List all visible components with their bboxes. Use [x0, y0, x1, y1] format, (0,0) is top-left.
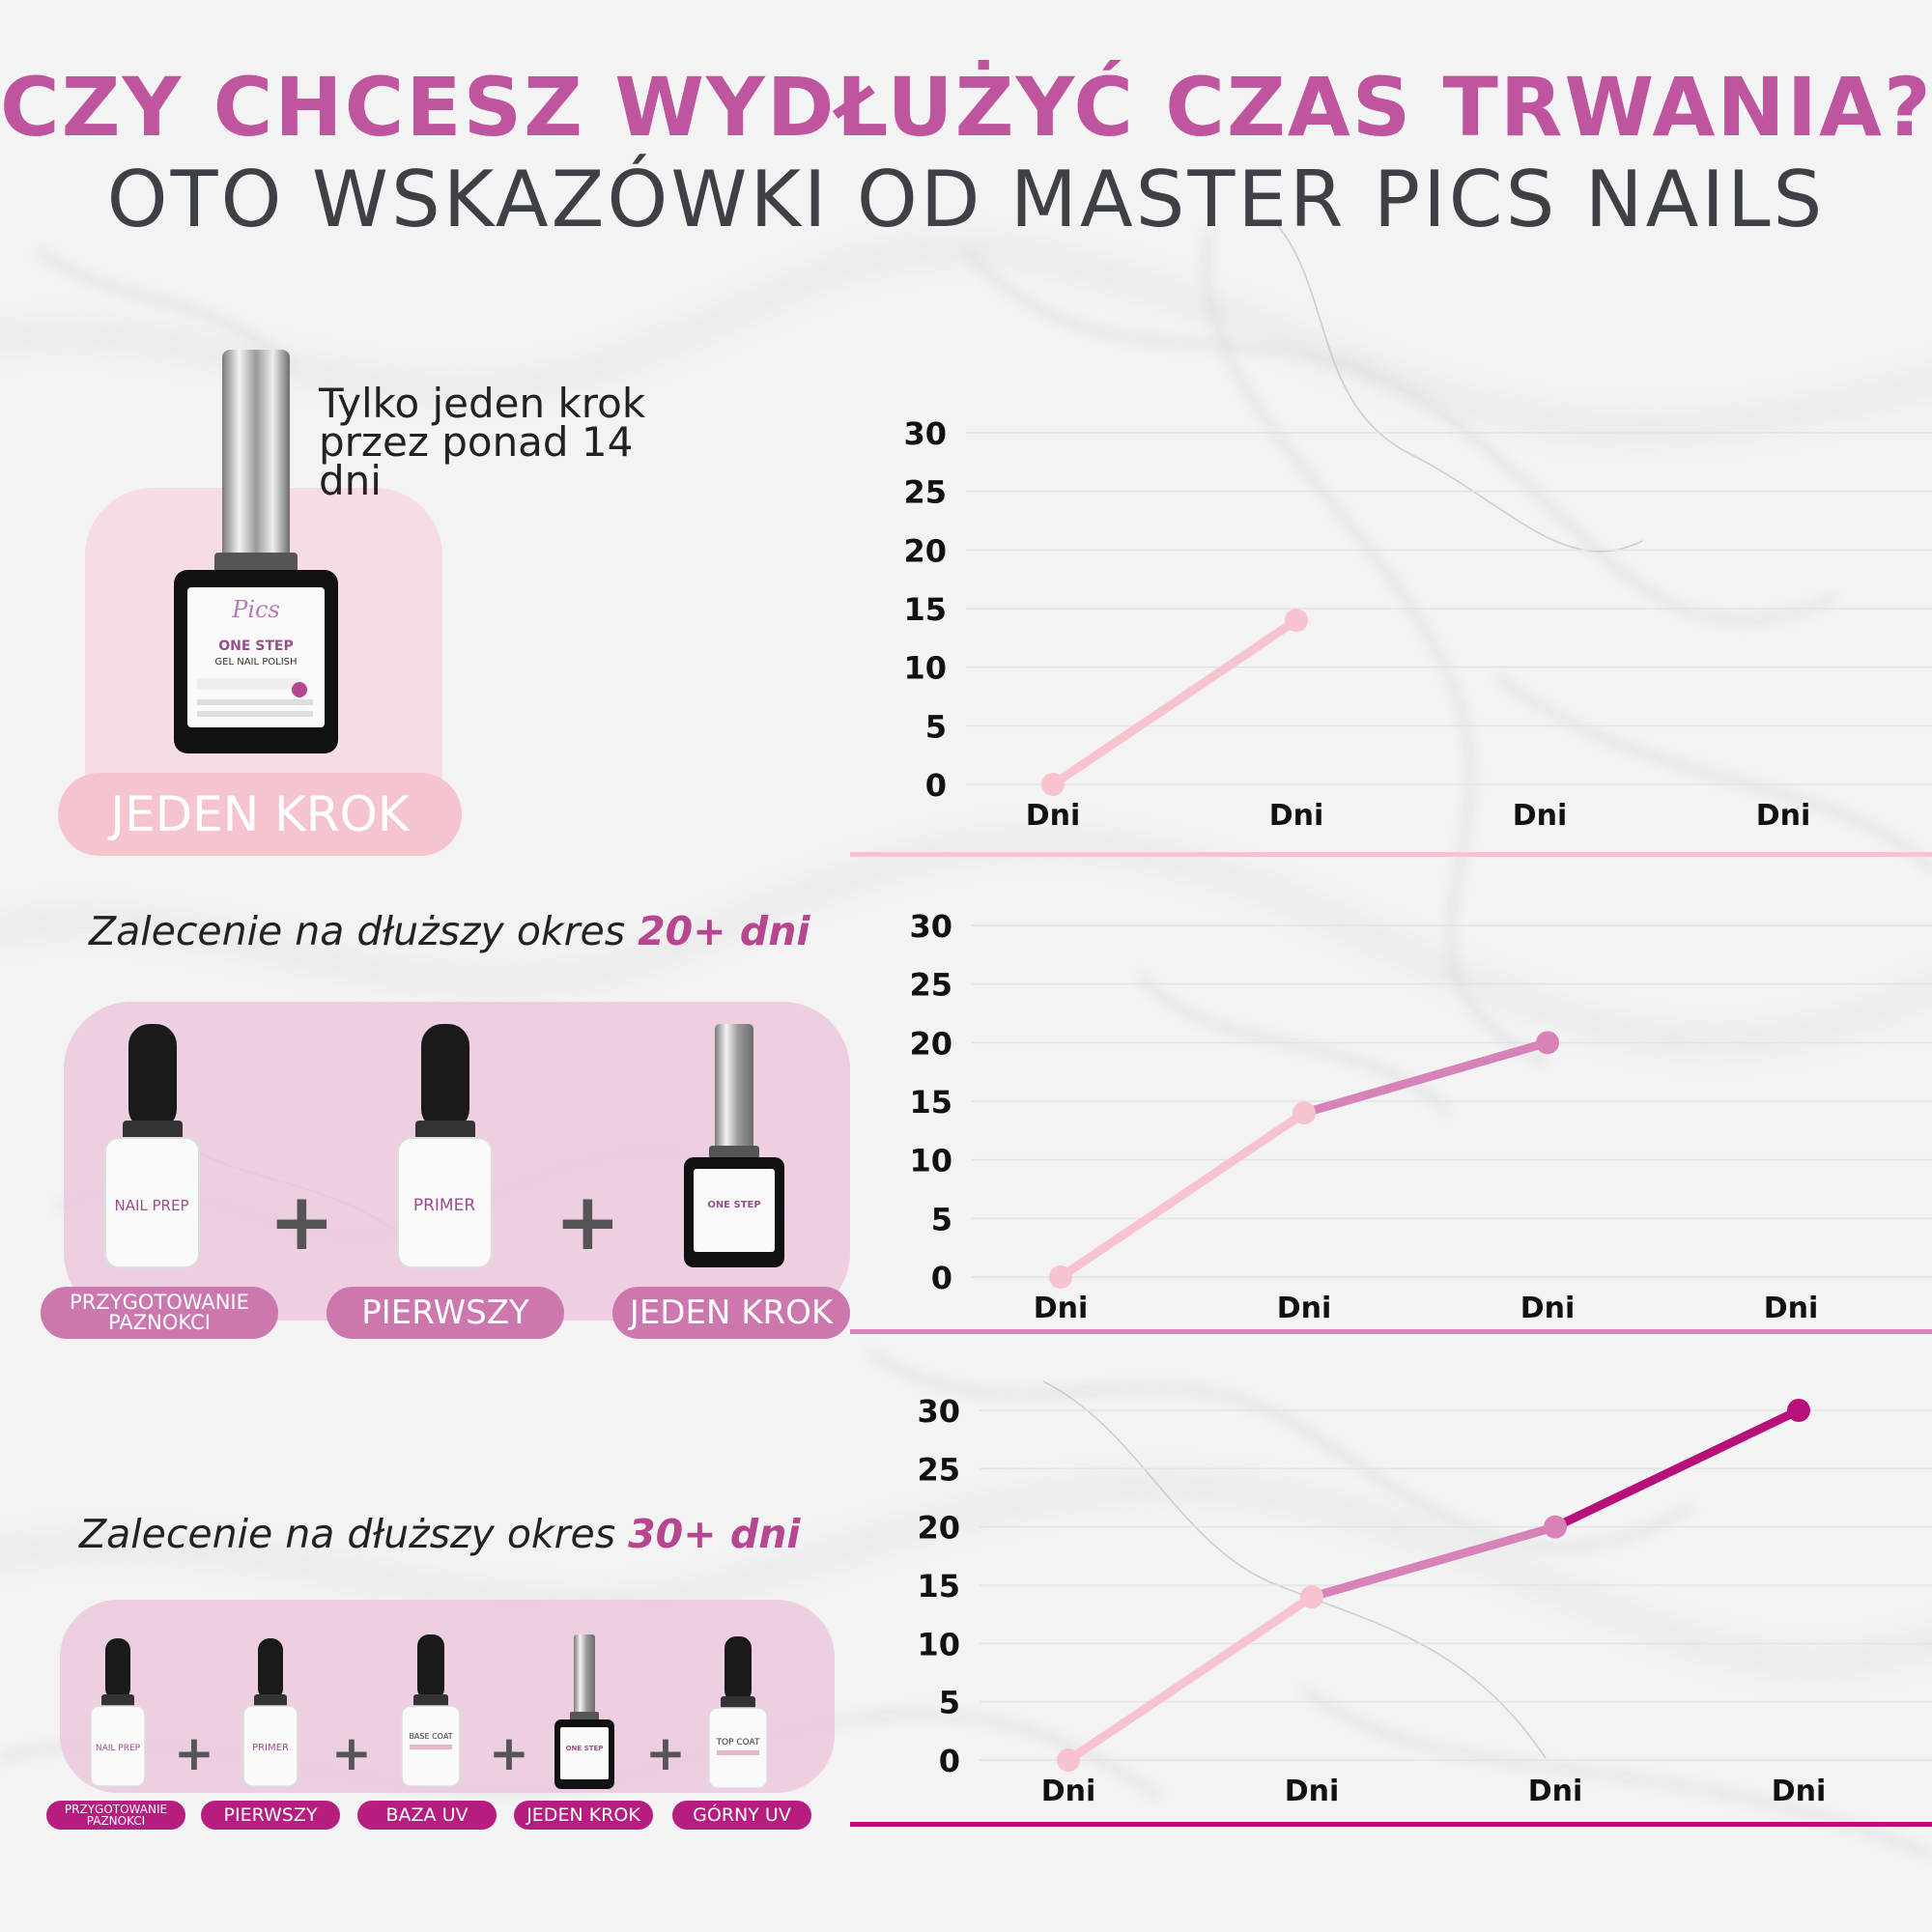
y-tick-label: 5	[939, 1685, 960, 1721]
data-point	[1057, 1748, 1080, 1772]
x-tick-label: Dni	[1756, 799, 1811, 833]
pill-przygotowanie-paznokci: PRZYGOTOWANIE PAZNOKCI	[46, 1801, 185, 1830]
plus-sign: +	[554, 1177, 621, 1268]
svg-text:GEL NAIL POLISH: GEL NAIL POLISH	[214, 657, 297, 668]
one-step-bottle: ONE STEP	[684, 1024, 784, 1267]
data-point	[1293, 1101, 1316, 1125]
y-tick-label: 5	[925, 708, 947, 745]
one-step-bottle: ONE STEP	[554, 1634, 614, 1789]
chart-2: 0 5 10 15 20 25 30 Dni Dni Dni Dni	[909, 908, 1932, 1325]
chart-1: 0 5 10 15 20 25 30 Dni Dni Dni Dni	[903, 415, 1932, 833]
series-line-segment	[1299, 1037, 1552, 1118]
y-tick-label: 25	[903, 474, 947, 511]
y-tick-label: 15	[903, 591, 947, 628]
svg-text:ONE STEP: ONE STEP	[218, 639, 294, 654]
base-coat-label: BASE COAT	[409, 1732, 452, 1741]
x-tick-label: Dni	[1513, 799, 1568, 833]
plus-sign: +	[331, 1725, 372, 1781]
y-tick-label: 30	[909, 908, 952, 945]
x-tick-label: Dni	[1034, 1292, 1089, 1325]
section2-divider	[850, 1329, 1932, 1334]
data-point	[1285, 609, 1308, 633]
y-tick-label: 0	[939, 1743, 960, 1779]
y-tick-label: 0	[931, 1260, 952, 1296]
series-line-segment	[1550, 1406, 1804, 1532]
x-tick-label: Dni	[1269, 799, 1324, 833]
y-tick-label: 0	[925, 767, 947, 804]
pill-pierwszy: PIERWSZY	[201, 1801, 340, 1830]
data-point	[1049, 1265, 1072, 1289]
plus-sign: +	[489, 1725, 529, 1781]
y-tick-label: 30	[903, 415, 947, 452]
series-line-segment	[1056, 1108, 1309, 1282]
y-tick-label: 15	[909, 1084, 952, 1121]
primer-bottle: PRIMER	[242, 1638, 298, 1787]
series-line-segment	[1307, 1522, 1560, 1602]
x-tick-label: Dni	[1528, 1775, 1583, 1808]
section2-rec-highlight: 20+ dni	[638, 908, 810, 954]
pill-przygotowanie-paznokci: PRZYGOTOWANIE PAZNOKCI	[41, 1287, 278, 1339]
section2-rec-text: Zalecenie na dłuższy okres	[89, 908, 639, 954]
plus-sign: +	[174, 1725, 214, 1781]
pill-jeden-krok-3: JEDEN KROK	[514, 1801, 653, 1830]
x-tick-label: Dni	[1285, 1775, 1340, 1808]
y-tick-label: 20	[917, 1510, 960, 1547]
y-tick-label: 10	[917, 1626, 960, 1662]
top-coat-bottle: TOP COAT	[708, 1636, 768, 1789]
primer-bottle: PRIMER	[397, 1024, 493, 1268]
y-tick-label: 20	[903, 532, 947, 569]
data-point	[1787, 1399, 1810, 1422]
svg-text:Pics: Pics	[231, 596, 280, 623]
nail-prep-bottle: NAIL PREP	[90, 1638, 146, 1787]
x-tick-label: Dni	[1277, 1292, 1332, 1325]
y-tick-label: 15	[917, 1568, 960, 1605]
nail-prep-label: NAIL PREP	[114, 1197, 188, 1214]
pill-baza-uv: BAZA UV	[357, 1801, 497, 1830]
page-title: CZY CHCESZ WYDŁUŻYĆ CZAS TRWANIA?	[0, 60, 1932, 155]
one-step-bottle: Pics ONE STEP GEL NAIL POLISH	[174, 350, 338, 753]
section3-divider	[850, 1822, 1932, 1827]
y-tick-label: 10	[909, 1143, 952, 1179]
x-tick-label: Dni	[1772, 1775, 1827, 1808]
plus-sign: +	[269, 1177, 335, 1268]
y-tick-label: 25	[909, 967, 952, 1004]
primer-label: PRIMER	[252, 1743, 289, 1753]
pill-jeden-krok-2: JEDEN KROK	[612, 1287, 850, 1339]
pill-pierwszy: PIERWSZY	[327, 1287, 564, 1339]
x-tick-label: Dni	[1520, 1292, 1576, 1325]
y-tick-label: 10	[903, 650, 947, 687]
y-tick-label: 5	[931, 1201, 952, 1237]
nail-prep-bottle: NAIL PREP	[104, 1024, 200, 1268]
chart-3: 0 5 10 15 20 25 30 Dni Dni Dni Dni	[917, 1393, 1932, 1808]
plus-sign: +	[645, 1725, 686, 1781]
one-step-label: ONE STEP	[566, 1745, 604, 1752]
y-tick-label: 20	[909, 1025, 952, 1062]
pill-gorny-uv: GÓRNY UV	[672, 1801, 811, 1830]
section1-tagline: Tylko jeden krok przez ponad 14 dni	[319, 380, 646, 504]
y-tick-label: 25	[917, 1451, 960, 1488]
data-point	[1041, 773, 1065, 796]
series-line-segment	[1064, 1592, 1317, 1765]
data-point	[1544, 1515, 1567, 1539]
top-coat-label: TOP COAT	[715, 1738, 760, 1747]
section3-recommendation: Zalecenie na dłuższy okres 30+ dni	[79, 1511, 800, 1557]
y-tick-label: 30	[917, 1393, 960, 1430]
x-tick-label: Dni	[1026, 799, 1081, 833]
series-line-segment	[1048, 615, 1301, 789]
section3-rec-highlight: 30+ dni	[628, 1511, 801, 1557]
x-tick-label: Dni	[1041, 1775, 1096, 1808]
primer-label: PRIMER	[413, 1196, 475, 1215]
section1-divider	[850, 852, 1932, 857]
x-tick-label: Dni	[1764, 1292, 1819, 1325]
base-coat-bottle: BASE COAT	[401, 1634, 461, 1787]
nail-prep-label: NAIL PREP	[96, 1744, 141, 1753]
pill-jeden-krok-1: JEDEN KROK	[58, 773, 462, 856]
data-point	[1300, 1585, 1323, 1609]
data-point	[1536, 1031, 1559, 1055]
one-step-label: ONE STEP	[707, 1200, 760, 1210]
section3-rec-text: Zalecenie na dłuższy okres	[79, 1511, 629, 1557]
page-subtitle: OTO WSKAZÓWKI OD MASTER PICS NAILS	[106, 155, 1826, 244]
section2-recommendation: Zalecenie na dłuższy okres 20+ dni	[89, 908, 810, 954]
